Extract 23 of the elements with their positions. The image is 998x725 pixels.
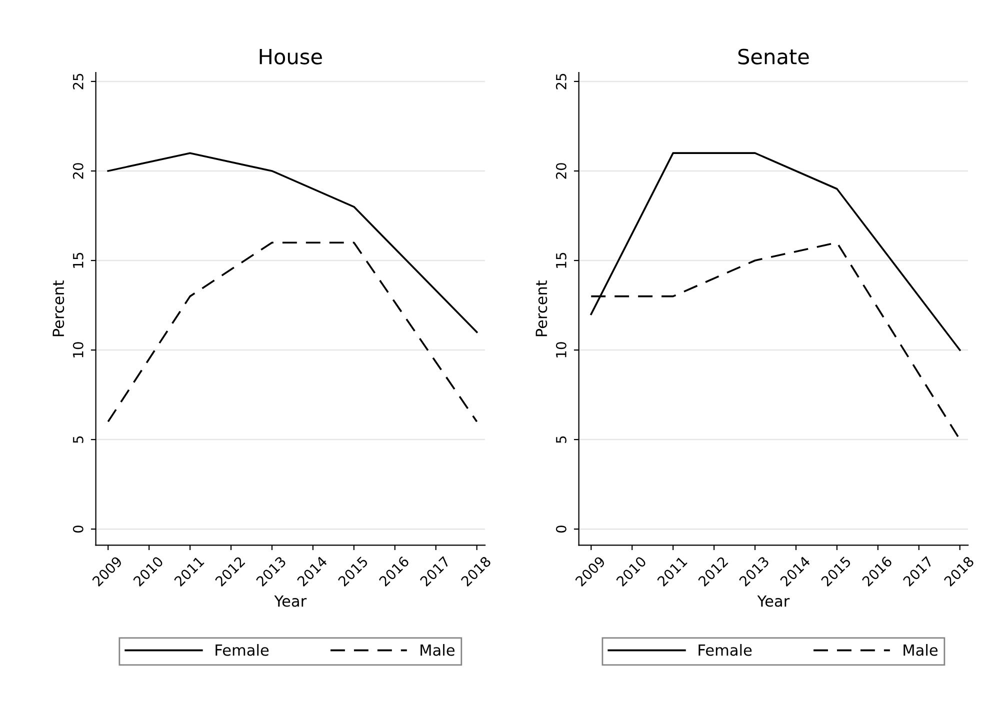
y-tick-label: 25 [72,74,84,90]
y-tick-label: 0 [556,526,566,533]
y-tick-label: 20 [556,163,566,179]
y-tick-label: 10 [556,342,566,358]
chart-title: House [260,48,322,64]
legend-label: Male [904,644,938,656]
chart-title: Senate [738,48,809,64]
y-tick-label: 5 [556,436,566,443]
legend-label: Female [698,644,752,656]
legend-label: Male [420,644,454,656]
legend-label: Female [216,644,269,656]
y-tick-label: 5 [73,436,84,443]
line-series [107,152,478,334]
y-tick-label: 0 [72,526,84,533]
y-tick-label: 10 [72,342,84,358]
y-tick-label: 15 [73,252,84,268]
y-axis-title: Percent [52,280,64,336]
x-axis-title: Year [757,595,790,607]
y-axis-title: Percent [536,280,548,336]
y-tick-label: 25 [556,74,566,90]
x-axis-title: Year [274,595,307,607]
y-tick-label: 15 [556,252,566,268]
y-tick-label: 20 [72,163,84,179]
